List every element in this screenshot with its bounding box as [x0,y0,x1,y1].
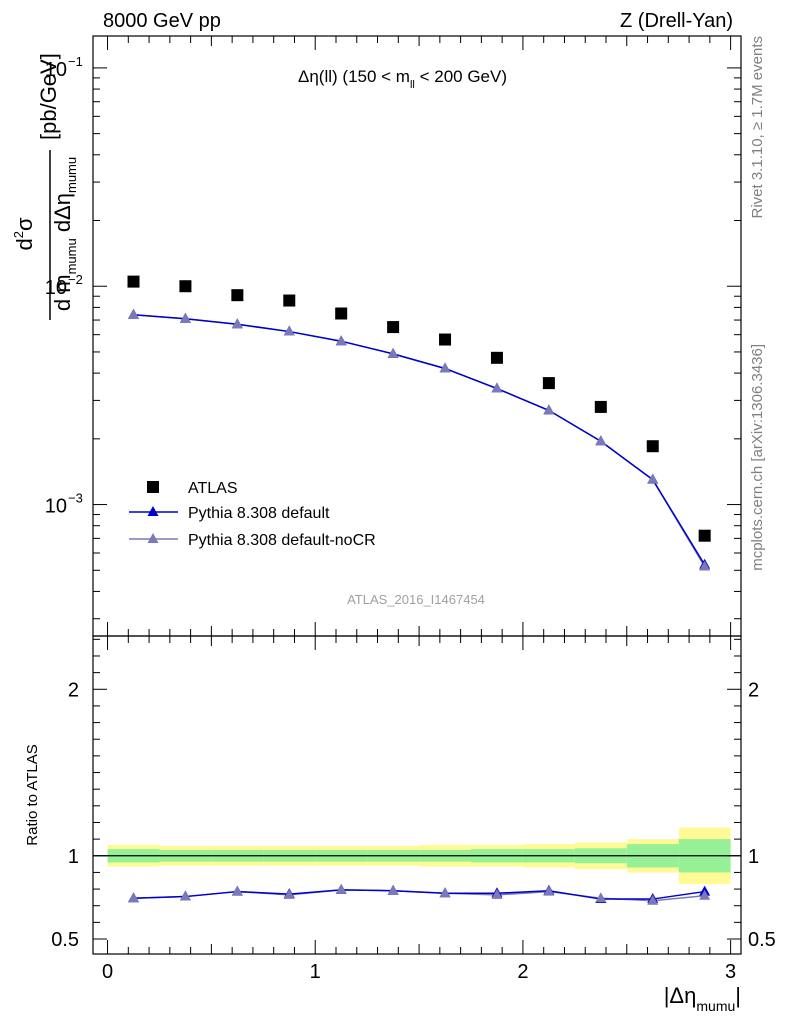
ratio-ylabel: Ratio to ATLAS [24,744,41,845]
main-ytick-exponent: −1 [68,54,83,69]
ratio-point [543,885,555,896]
main-mc-point [543,404,555,415]
xlabel: |Δηmumu| [664,983,741,1014]
xlabel-tail: | [735,983,741,1008]
main-ticks: 10−110−210−3 [45,36,741,636]
ratio-point [595,892,607,903]
main-title-text: Δη(ll) (150 < m [298,67,410,86]
ratio-ytick-label-right: 2 [748,679,759,701]
legend: ATLAS Pythia 8.308 default Pythia 8.308 … [129,480,376,549]
atlas-point [646,440,659,453]
legend-label-atlas: ATLAS [188,480,238,497]
atlas-point [179,280,192,293]
ratio-ytick-label-right: 1 [748,846,759,868]
main-title-tail: < 200 GeV) [415,67,507,86]
ratio-point [491,888,503,899]
atlas-point [439,333,452,346]
main-mc-point [128,308,139,319]
main-ytick-label: 10 [45,496,67,518]
main-mc-point [439,362,451,373]
main-mc-point [595,435,607,446]
legend-label-default: Pythia 8.308 default [188,505,330,522]
ratio-point [439,887,451,898]
ratio-ytick-label: 1 [68,846,79,868]
atlas-point [594,400,607,413]
main-title-sub: ll [410,79,415,91]
main-mc-point [699,560,711,571]
main-mc-point [179,312,191,323]
main-mc-point [335,335,347,346]
ratio-ytick-label: 0.5 [51,929,79,951]
xlabel-main: |Δη [664,983,697,1008]
ratio-panel: 0.5 0.5 1 1 2 2 0 1 2 3 [51,635,776,983]
main-mc-point [283,325,295,336]
atlas-point [542,377,555,390]
ratio-point [647,894,659,905]
main-ytick-label: 10 [45,59,67,81]
header-left: 8000 GeV pp [103,10,221,32]
main-mc-point [387,347,399,358]
legend-label-nocr: Pythia 8.308 default-noCR [188,532,376,549]
main-ylabel-numerator: d2σ [11,217,37,250]
ratio-point [699,889,711,900]
main-mc-point [491,382,503,393]
xtick-label: 3 [725,961,736,983]
ratio-series-line [133,889,705,900]
ratio-frame [92,635,742,955]
ratio-point [387,884,399,895]
xlabel-sub: mumu [696,998,735,1014]
atlas-point [231,289,244,302]
main-panel: 10−110−210−3 [45,35,742,637]
atlas-point [335,307,348,320]
main-ytick-exponent: −2 [68,272,83,287]
mcplots-label: mcplots.cern.ch [arXiv:1306.3436] [749,344,766,571]
main-series-line [133,314,706,566]
ratio-point [179,890,191,901]
ratio-ytick-label: 2 [68,679,79,701]
atlas-point [490,351,503,364]
atlas-point [698,529,711,542]
main-ylabel-unit: [pb/GeV] [36,53,61,140]
main-title: Δη(ll) (150 < mll < 200 GeV) [298,67,507,91]
ratio-ytick-label-right: 0.5 [748,929,776,951]
main-ylabel: d2σ d mmumu dΔηmumu [pb/GeV] [11,53,79,320]
rivet-label: Rivet 3.1.10, ≥ 1.7M events [749,36,766,219]
main-mc-point [647,473,659,484]
atlas-point [283,294,296,307]
ratio-point [335,883,347,894]
atlas-point [127,275,140,288]
xtick-label: 2 [517,961,528,983]
header-right: Z (Drell-Yan) [620,10,733,32]
main-ytick-exponent: −3 [68,491,83,506]
analysis-watermark: ATLAS_2016_I1467454 [347,592,485,607]
xtick-label: 0 [102,961,113,983]
main-ylabel-denominator: d mmumu dΔηmumu [50,157,79,311]
ratio-ticks: 0.5 0.5 1 1 2 2 0 1 2 3 [51,636,776,983]
main-mc-point [231,318,243,329]
main-series-line [133,314,706,567]
ratio-point [128,892,139,903]
legend-marker-atlas [147,481,159,493]
legend-marker-default [147,506,159,516]
ratio-point [283,888,295,899]
ratio-point [231,885,243,896]
xtick-label: 1 [310,961,321,983]
ratio-series [128,883,711,905]
legend-marker-nocr [147,533,159,543]
atlas-point [387,321,400,334]
main-series [127,275,711,571]
